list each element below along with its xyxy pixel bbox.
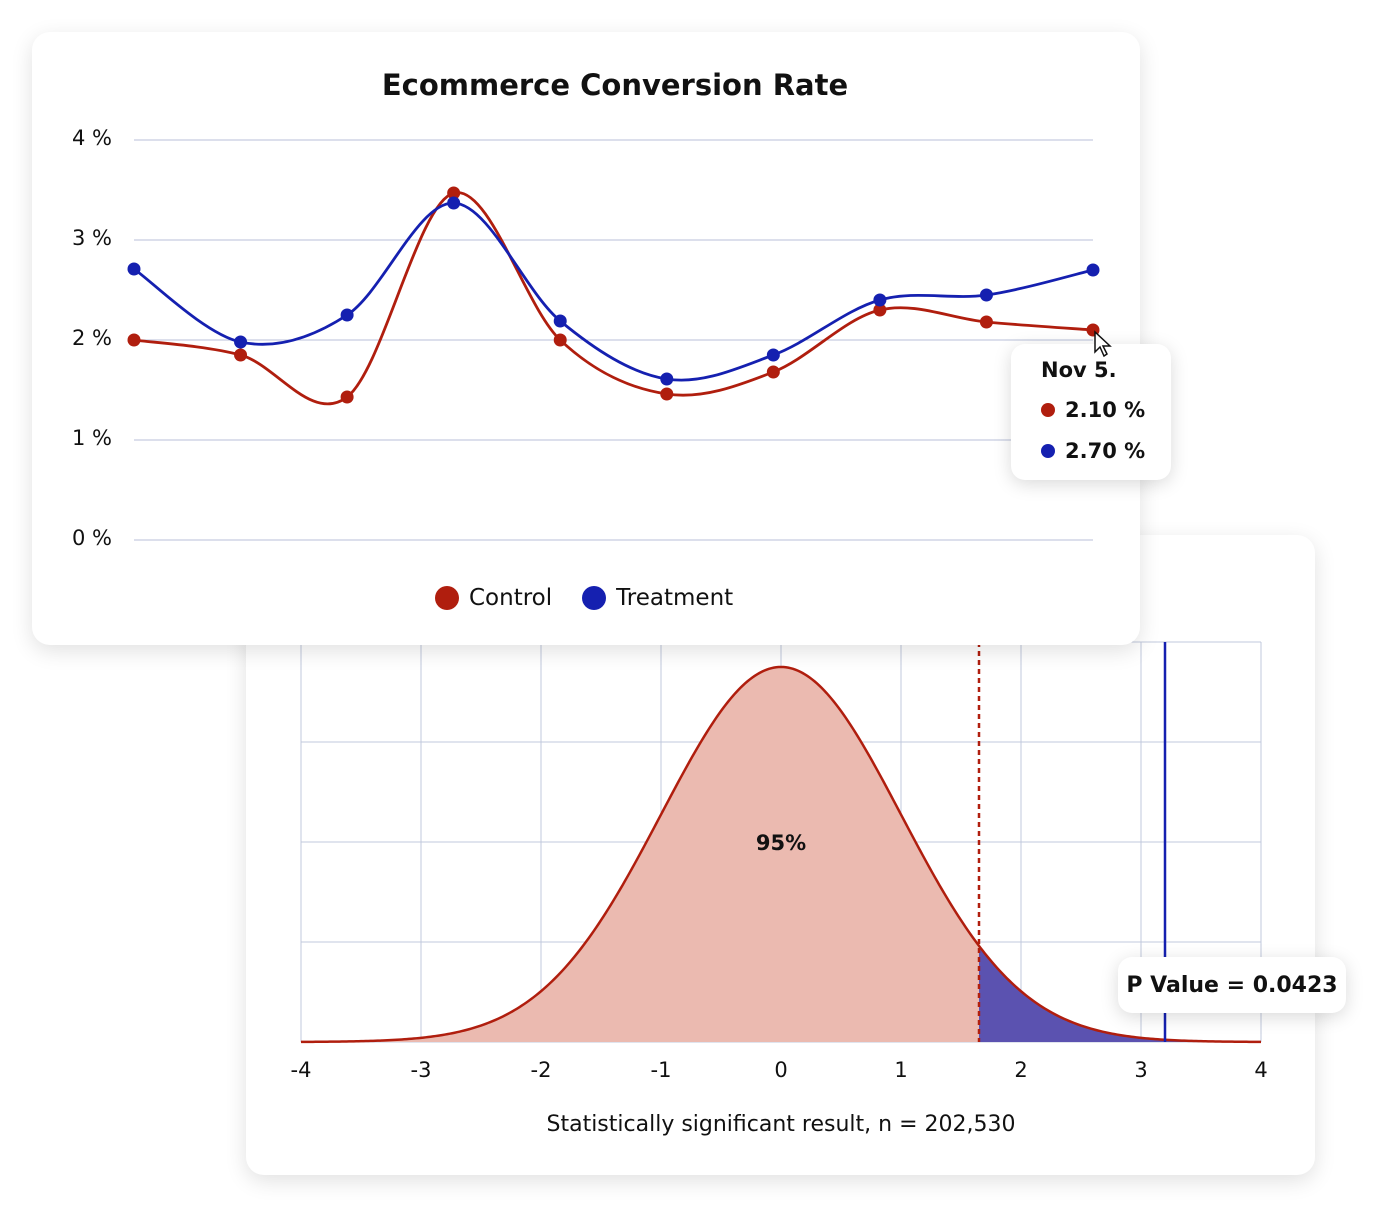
legend-label: Treatment [616,585,734,611]
x-tick-label: -3 [410,1058,432,1082]
center-label: 95% [756,831,806,855]
tooltip-treatment: 2.70 % [1041,439,1145,463]
y-tick-label: 4 % [72,126,112,150]
distribution-caption: Statistically significant result, n = 20… [546,1112,1016,1137]
legend: Control Treatment [435,585,733,611]
conversion-card [32,32,1140,645]
x-tick-label: -1 [650,1058,672,1082]
treatment-dot [1041,444,1055,458]
x-tick-label: -4 [290,1058,312,1082]
y-tick-label: 1 % [72,426,112,450]
control-swatch [435,586,459,610]
normal-curve [300,665,1262,1044]
legend-treatment[interactable]: Treatment [582,585,733,611]
legend-control[interactable]: Control [435,585,552,611]
legend-label: Control [469,585,553,611]
control-dot [1041,403,1055,417]
x-tick-label: 4 [1254,1058,1268,1082]
y-tick-label: 2 % [72,326,112,350]
p-value-text: P Value = 0.0423 [1126,972,1338,998]
x-tick-label: 3 [1134,1058,1148,1082]
y-tick-label: 3 % [72,226,112,250]
rejection-tail-area [979,945,1261,1042]
x-tick-label: 0 [774,1058,788,1082]
tooltip: Nov 5. 2.10 % 2.70 % [1011,344,1171,480]
x-tick-label: 2 [1014,1058,1028,1082]
x-tick-label: -2 [530,1058,552,1082]
y-tick-label: 0 % [72,526,112,550]
p-value-label: P Value = 0.0423 [1118,957,1346,1013]
treatment-swatch [582,586,607,610]
tooltip-date: Nov 5. [1041,358,1117,382]
tooltip-control: 2.10 % [1041,398,1145,422]
x-tick-label: 1 [894,1058,908,1082]
chart-title: Ecommerce Conversion Rate [381,68,849,102]
tooltip-control-value: 2.10 % [1065,398,1146,422]
tooltip-treatment-value: 2.70 % [1065,439,1146,463]
